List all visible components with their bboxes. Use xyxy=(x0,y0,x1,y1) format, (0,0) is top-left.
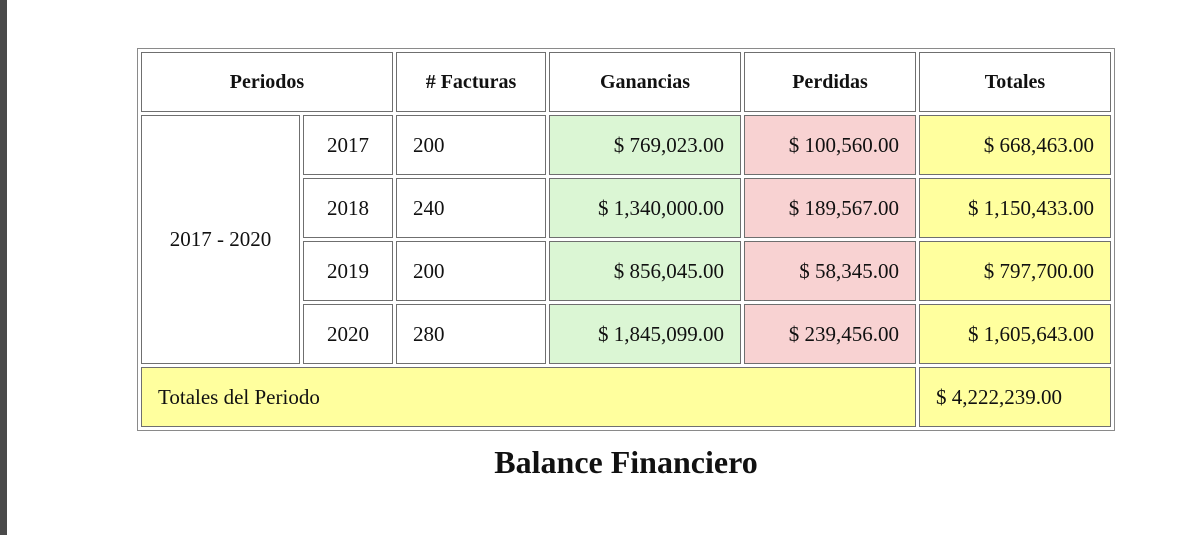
total-cell: $ 668,463.00 xyxy=(919,115,1111,175)
window-left-edge xyxy=(0,0,7,535)
table-row: 2017 - 2020 2017 200 $ 769,023.00 $ 100,… xyxy=(141,115,1111,364)
year-cell: 2017 xyxy=(303,115,393,175)
perdidas-cell: $ 189,567.00 xyxy=(744,178,916,238)
facturas-cell: 200 xyxy=(396,115,546,175)
table-row: 2019 200 $ 856,045.00 $ 58,345.00 $ 797,… xyxy=(141,241,1111,301)
total-cell: $ 1,150,433.00 xyxy=(919,178,1111,238)
header-perdidas: Perdidas xyxy=(744,52,916,112)
ganancias-cell: $ 769,023.00 xyxy=(549,115,741,175)
table-row: 2018 240 $ 1,340,000.00 $ 189,567.00 $ 1… xyxy=(141,178,1111,238)
header-periodos: Periodos xyxy=(141,52,393,112)
balance-table: Periodos # Facturas Ganancias Perdidas T… xyxy=(137,48,1115,431)
period-totals-label: Totales del Periodo xyxy=(141,367,916,427)
balance-table-container: Periodos # Facturas Ganancias Perdidas T… xyxy=(137,48,1115,431)
year-cell: 2019 xyxy=(303,241,393,301)
period-totals-value: $ 4,222,239.00 xyxy=(919,367,1111,427)
year-cell: 2020 xyxy=(303,304,393,364)
total-cell: $ 797,700.00 xyxy=(919,241,1111,301)
table-header-row: Periodos # Facturas Ganancias Perdidas T… xyxy=(141,52,1111,112)
perdidas-cell: $ 100,560.00 xyxy=(744,115,916,175)
year-cell: 2018 xyxy=(303,178,393,238)
header-totales: Totales xyxy=(919,52,1111,112)
facturas-cell: 240 xyxy=(396,178,546,238)
ganancias-cell: $ 1,340,000.00 xyxy=(549,178,741,238)
totals-footer-row: Totales del Periodo $ 4,222,239.00 xyxy=(141,367,1111,427)
facturas-cell: 280 xyxy=(396,304,546,364)
ganancias-cell: $ 1,845,099.00 xyxy=(549,304,741,364)
perdidas-cell: $ 58,345.00 xyxy=(744,241,916,301)
facturas-cell: 200 xyxy=(396,241,546,301)
perdidas-cell: $ 239,456.00 xyxy=(744,304,916,364)
header-facturas: # Facturas xyxy=(396,52,546,112)
table-caption: Balance Financiero xyxy=(494,444,758,480)
total-cell: $ 1,605,643.00 xyxy=(919,304,1111,364)
table-row: 2020 280 $ 1,845,099.00 $ 239,456.00 $ 1… xyxy=(141,304,1111,364)
period-range-cell: 2017 - 2020 xyxy=(141,115,300,364)
header-ganancias: Ganancias xyxy=(549,52,741,112)
ganancias-cell: $ 856,045.00 xyxy=(549,241,741,301)
